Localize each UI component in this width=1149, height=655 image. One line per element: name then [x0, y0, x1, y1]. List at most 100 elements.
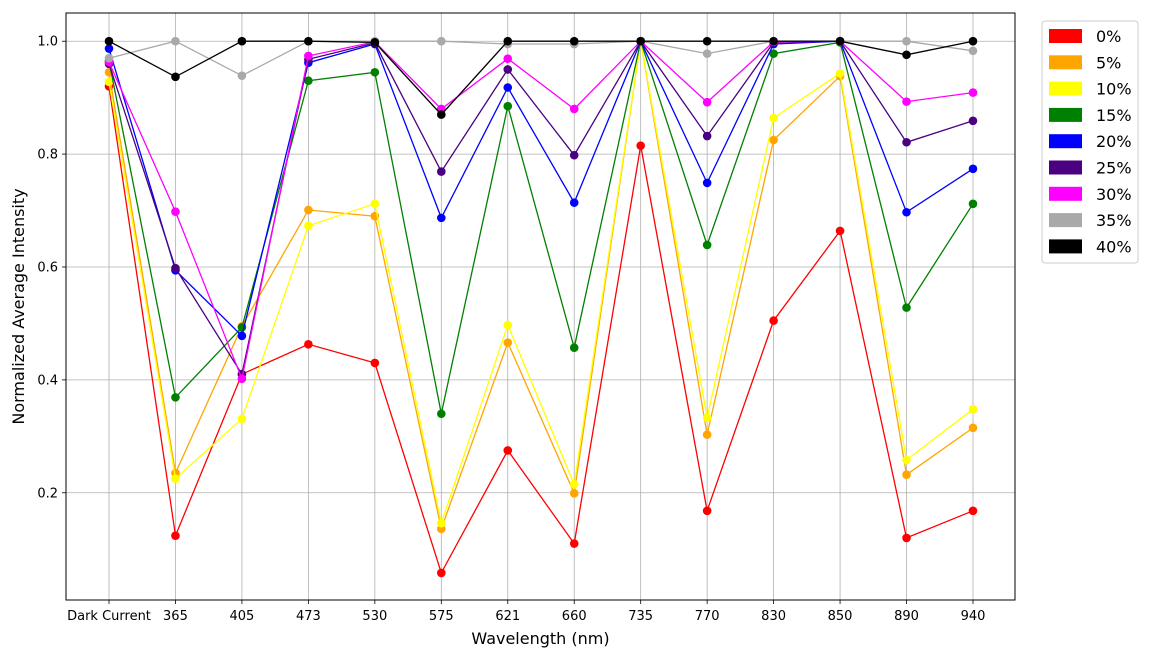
data-point [171, 207, 180, 216]
x-tick-label: 405 [230, 609, 255, 624]
plot-area-frame [65, 12, 1016, 601]
data-point [304, 76, 313, 86]
data-point [171, 263, 180, 273]
data-point [237, 414, 247, 424]
x-tick-label: 365 [163, 609, 188, 624]
data-point [569, 539, 579, 548]
data-point [237, 36, 247, 46]
data-point [769, 36, 778, 46]
data-point [237, 331, 247, 341]
data-point [636, 141, 645, 150]
data-point [304, 51, 313, 61]
legend-label: 0% [1096, 27, 1121, 46]
data-point [437, 167, 446, 176]
data-point [902, 137, 911, 147]
data-point [503, 83, 513, 92]
data-point [902, 97, 911, 106]
legend-swatch [1049, 107, 1082, 122]
data-point [171, 531, 180, 540]
y-tick-label: 0.8 [37, 148, 58, 163]
series-5 [104, 36, 978, 379]
data-point [702, 36, 712, 46]
data-point [304, 205, 313, 215]
legend-swatch [1049, 29, 1082, 43]
data-point [104, 53, 114, 63]
legend: 0% 5% 10% 15% 20% 25% 30% 35% 40% [1041, 20, 1139, 264]
data-point [569, 479, 579, 489]
x-tick-label: 735 [628, 609, 653, 624]
data-point [902, 36, 911, 46]
data-point [370, 38, 380, 47]
data-point [968, 199, 978, 209]
data-point [437, 213, 446, 223]
data-point [171, 474, 180, 483]
x-tick-label: 890 [894, 609, 919, 624]
data-point [237, 374, 247, 384]
data-point [968, 164, 978, 174]
x-axis-title: Wavelength (nm) [471, 629, 609, 648]
series-line [108, 38, 974, 414]
legend-swatch [1049, 213, 1082, 228]
data-point [769, 135, 778, 145]
data-point [835, 69, 845, 78]
legend-label: 40% [1096, 237, 1132, 256]
data-point [968, 423, 978, 433]
series-line [108, 41, 974, 532]
x-tick-label: 770 [695, 609, 720, 624]
legend-label: 5% [1096, 53, 1121, 72]
data-point [702, 413, 712, 422]
data-point [702, 131, 712, 141]
x-tick-label: 621 [495, 609, 520, 624]
series-1 [104, 36, 978, 534]
data-point [702, 178, 712, 188]
legend-frame [1041, 20, 1139, 264]
data-point [902, 50, 911, 60]
legend-swatch [1049, 239, 1082, 254]
series-layer [104, 36, 978, 578]
data-point [968, 116, 978, 126]
data-point [304, 221, 313, 231]
data-point [569, 198, 579, 207]
x-tick-label: Dark Current [67, 609, 151, 624]
legend-label: 25% [1096, 159, 1132, 178]
legend-swatch [1049, 81, 1082, 96]
data-point [569, 36, 579, 46]
legend-label: 30% [1096, 185, 1132, 204]
data-point [702, 97, 712, 107]
legend-label: 10% [1096, 80, 1132, 99]
data-point [702, 506, 712, 516]
legend-label: 20% [1096, 132, 1132, 151]
data-point [968, 88, 978, 97]
y-tick-label: 1.0 [37, 35, 58, 50]
y-axis-title: Normalized Average Intensity [9, 188, 28, 424]
data-point [503, 54, 513, 64]
series-line [108, 41, 974, 526]
data-point [437, 110, 446, 119]
axis-ticks: Dark Current 365 405 473 530 575 621 660 735 770 8… [37, 35, 985, 624]
data-point [968, 46, 978, 56]
data-point [503, 338, 513, 347]
data-point [437, 409, 446, 419]
data-point [104, 44, 114, 53]
data-point [304, 340, 313, 349]
legend-swatch [1049, 55, 1082, 70]
x-tick-label: 830 [761, 609, 786, 624]
data-point [902, 207, 911, 217]
data-point [437, 36, 446, 46]
data-point [702, 49, 712, 58]
y-tick-label: 0.2 [37, 486, 58, 501]
data-point [902, 303, 911, 312]
data-point [569, 104, 579, 114]
x-tick-label: 940 [961, 609, 986, 624]
legend-swatch [1049, 160, 1082, 175]
legend-swatch [1049, 134, 1082, 149]
data-point [968, 36, 978, 46]
data-point [171, 393, 180, 402]
data-point [370, 199, 380, 209]
x-tick-label: 850 [828, 609, 853, 624]
series-8 [104, 36, 978, 119]
data-point [503, 101, 513, 111]
data-point [237, 71, 247, 80]
grid [66, 13, 1015, 600]
